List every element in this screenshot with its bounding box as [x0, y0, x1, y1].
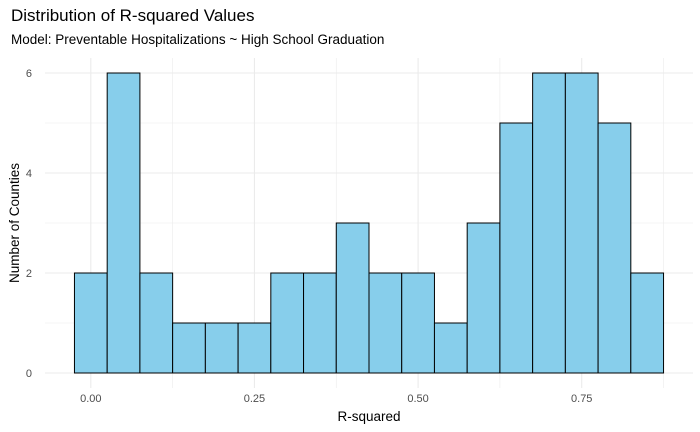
histogram-bars	[73, 72, 665, 374]
histogram-bar	[630, 272, 665, 374]
histogram-bar	[401, 272, 435, 374]
histogram-bar	[270, 272, 305, 374]
histogram-bar	[303, 272, 337, 374]
chart-subtitle: Model: Preventable Hospitalizations ~ Hi…	[11, 32, 385, 47]
x-tick-label: 0.50	[407, 393, 428, 405]
histogram-bar	[466, 222, 501, 374]
y-tick-label: 6	[26, 68, 32, 80]
histogram-bar	[139, 272, 174, 374]
histogram-bar	[106, 72, 141, 374]
histogram-bar	[335, 222, 370, 374]
x-tick-label: 0.25	[244, 393, 265, 405]
chart-title: Distribution of R-squared Values	[11, 6, 255, 25]
histogram-bar	[597, 122, 632, 374]
x-tick-label: 0.00	[80, 393, 101, 405]
x-tick-label: 0.75	[571, 393, 592, 405]
x-axis-title: R-squared	[337, 409, 400, 424]
histogram-bar	[237, 322, 272, 374]
histogram-bar	[368, 272, 403, 374]
y-axis-title: Number of Counties	[7, 163, 22, 283]
histogram-bar	[433, 322, 468, 374]
y-tick-label: 2	[26, 268, 32, 280]
histogram-bar	[204, 322, 239, 374]
y-tick-label: 4	[26, 168, 32, 180]
histogram-bar	[73, 272, 108, 374]
histogram-bar	[499, 122, 534, 374]
histogram-bar	[564, 72, 599, 374]
histogram-bar	[172, 322, 206, 374]
axis-tick-labels: 0.00 0.25 0.50 0.75 0 2 4 6	[26, 68, 593, 405]
histogram-bar	[532, 72, 566, 374]
y-tick-label: 0	[26, 368, 32, 380]
